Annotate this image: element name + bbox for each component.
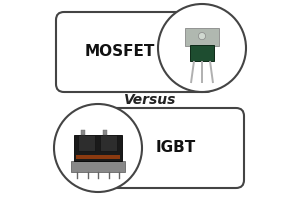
FancyBboxPatch shape	[86, 108, 244, 188]
Bar	[76, 155, 120, 159]
Bar	[190, 45, 214, 61]
Circle shape	[54, 104, 142, 192]
Bar	[103, 130, 107, 135]
Bar	[71, 161, 125, 172]
Text: Versus: Versus	[124, 93, 176, 107]
Bar	[100, 135, 117, 151]
Circle shape	[198, 32, 206, 40]
Bar	[81, 130, 85, 135]
Bar	[74, 135, 122, 161]
Bar	[78, 135, 95, 151]
FancyBboxPatch shape	[56, 12, 214, 92]
Text: IGBT: IGBT	[156, 140, 196, 156]
Text: MOSFET: MOSFET	[85, 45, 155, 60]
Bar	[185, 28, 219, 46]
Circle shape	[158, 4, 246, 92]
